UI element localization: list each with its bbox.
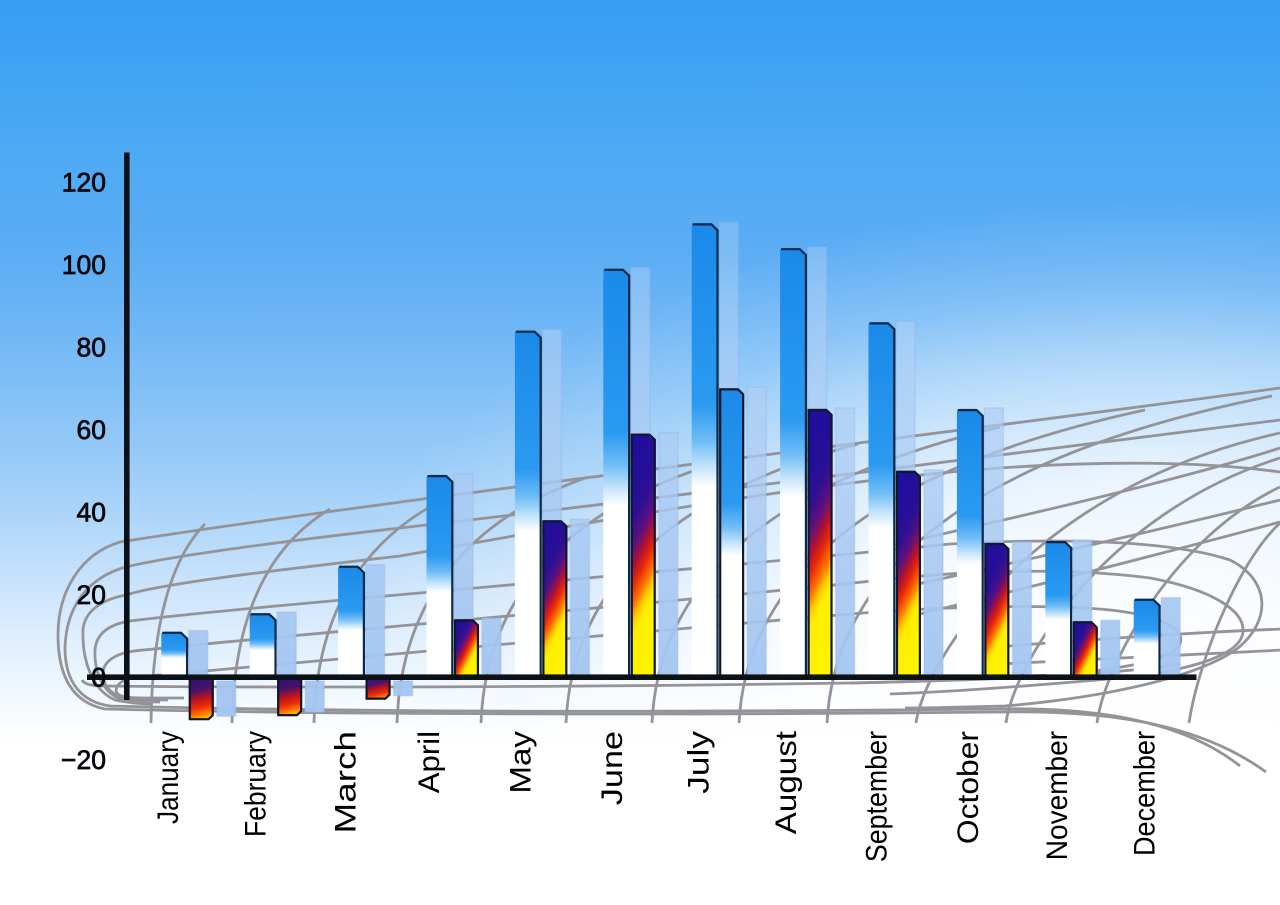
svg-text:January: January	[151, 731, 184, 824]
svg-text:October: October	[951, 731, 985, 844]
svg-text:September: September	[860, 731, 894, 862]
svg-text:0: 0	[91, 662, 106, 692]
svg-text:80: 80	[77, 332, 106, 362]
svg-text:May: May	[503, 731, 537, 794]
svg-text:June: June	[595, 731, 629, 805]
svg-text:60: 60	[77, 415, 106, 445]
svg-text:August: August	[769, 731, 803, 834]
svg-text:−20: −20	[61, 745, 106, 775]
svg-text:April: April	[412, 731, 445, 793]
svg-text:December: December	[1128, 731, 1162, 856]
svg-text:40: 40	[77, 497, 106, 527]
svg-text:July: July	[681, 730, 715, 793]
svg-text:120: 120	[62, 167, 106, 197]
svg-text:100: 100	[62, 250, 106, 280]
svg-text:November: November	[1041, 731, 1074, 861]
svg-text:March: March	[330, 731, 363, 833]
svg-text:20: 20	[77, 580, 106, 610]
svg-text:February: February	[238, 730, 272, 837]
